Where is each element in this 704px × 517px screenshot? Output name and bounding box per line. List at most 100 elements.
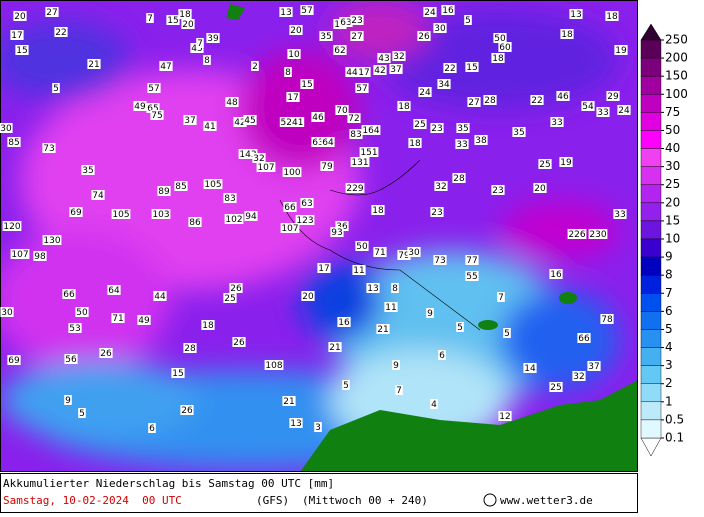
label-box bbox=[600, 314, 614, 324]
precip-label: 74 bbox=[92, 191, 104, 201]
precip-label: 41 bbox=[204, 122, 215, 132]
label-box bbox=[397, 250, 411, 260]
label-box bbox=[180, 405, 194, 415]
label-box bbox=[497, 292, 505, 302]
label-box bbox=[286, 92, 300, 102]
label-box bbox=[588, 229, 608, 239]
legend-label: 4 bbox=[665, 340, 673, 354]
precip-label: 20 bbox=[534, 184, 546, 194]
legend-label: 25 bbox=[665, 177, 680, 191]
precip-label: 64 bbox=[322, 138, 334, 148]
precip-label: 45 bbox=[191, 44, 202, 54]
precip-label: 57 bbox=[356, 84, 367, 94]
precip-label: 26 bbox=[100, 349, 112, 359]
label-box bbox=[111, 209, 131, 219]
label-box bbox=[355, 83, 369, 93]
precip-label: 73 bbox=[434, 256, 445, 266]
label-box bbox=[337, 317, 351, 327]
precip-label: 33 bbox=[614, 210, 625, 220]
label-box bbox=[183, 115, 197, 125]
precip-label: 226 bbox=[568, 230, 585, 240]
precip-label: 25 bbox=[224, 294, 235, 304]
label-box bbox=[577, 333, 591, 343]
legend-swatch bbox=[640, 311, 662, 330]
precip-label: 70 bbox=[336, 106, 348, 116]
label-box bbox=[538, 159, 552, 169]
precip-label: 47 bbox=[160, 62, 171, 72]
precip-label: 34 bbox=[438, 80, 450, 90]
precip-label: 21 bbox=[329, 343, 340, 353]
label-box bbox=[159, 61, 173, 71]
label-box bbox=[223, 293, 237, 303]
precip-label: 7 bbox=[197, 39, 203, 49]
precip-label: 5 bbox=[504, 329, 510, 339]
precip-label: 83 bbox=[224, 194, 235, 204]
label-box bbox=[456, 123, 470, 133]
precip-label: 15 bbox=[167, 16, 178, 26]
label-box bbox=[587, 361, 601, 371]
legend-label: 1 bbox=[665, 394, 673, 408]
precip-label: 23 bbox=[431, 208, 442, 218]
precip-label: 9 bbox=[427, 309, 433, 319]
precip-label: 57 bbox=[148, 84, 159, 94]
label-box bbox=[438, 350, 446, 360]
precip-label: 63 bbox=[312, 138, 323, 148]
precip-label: 25 bbox=[550, 383, 561, 393]
legend-swatch bbox=[640, 274, 662, 294]
precip-label: 105 bbox=[112, 210, 129, 220]
label-box bbox=[295, 215, 315, 225]
legend-label: 0.1 bbox=[665, 431, 684, 445]
label-box bbox=[392, 360, 400, 370]
label-box bbox=[300, 198, 314, 208]
label-box bbox=[455, 139, 469, 149]
label-box bbox=[371, 205, 385, 215]
label-box bbox=[13, 11, 27, 21]
label-box bbox=[321, 137, 335, 147]
label-box bbox=[314, 422, 322, 432]
precip-label: 71 bbox=[112, 314, 123, 324]
precip-label: 49 bbox=[138, 316, 150, 326]
precip-label: 14 bbox=[524, 364, 536, 374]
label-box bbox=[377, 53, 391, 63]
label-box bbox=[335, 221, 349, 231]
precip-label: 53 bbox=[69, 324, 80, 334]
precip-label: 107 bbox=[257, 163, 274, 173]
precip-label: 60 bbox=[499, 43, 511, 53]
legend-swatch bbox=[640, 329, 662, 348]
label-box bbox=[33, 251, 47, 261]
label-box bbox=[81, 165, 95, 175]
precip-label: 123 bbox=[296, 216, 313, 226]
precip-label: 20 bbox=[14, 12, 26, 22]
precip-label: 69 bbox=[70, 208, 82, 218]
label-box bbox=[91, 190, 105, 200]
precip-label: 38 bbox=[475, 136, 487, 146]
label-box bbox=[437, 79, 451, 89]
label-box bbox=[581, 101, 595, 111]
precip-label: 9 bbox=[393, 361, 399, 371]
legend-label: 50 bbox=[665, 123, 680, 137]
precip-label: 32 bbox=[435, 182, 446, 192]
precip-label: 21 bbox=[377, 325, 388, 335]
label-box bbox=[523, 363, 537, 373]
precip-label: 5 bbox=[343, 381, 349, 391]
precip-label: 13 bbox=[280, 8, 291, 18]
label-box bbox=[171, 368, 185, 378]
precip-label: 66 bbox=[284, 203, 296, 213]
label-box bbox=[64, 354, 78, 364]
legend-label: 75 bbox=[665, 105, 680, 119]
precip-label: 22 bbox=[531, 96, 542, 106]
label-box bbox=[613, 209, 627, 219]
label-box bbox=[69, 207, 83, 217]
label-box bbox=[151, 209, 171, 219]
legend-label: 200 bbox=[665, 51, 688, 65]
label-box bbox=[391, 283, 399, 293]
precip-label: 37 bbox=[588, 362, 599, 372]
label-box bbox=[279, 7, 293, 17]
precip-label: 63 bbox=[340, 18, 351, 28]
precip-label: 21 bbox=[88, 60, 99, 70]
precip-label: 43 bbox=[378, 54, 389, 64]
precip-label: 107 bbox=[281, 224, 298, 234]
precip-label: 20 bbox=[302, 292, 314, 302]
label-box bbox=[15, 45, 29, 55]
label-box bbox=[397, 101, 411, 111]
